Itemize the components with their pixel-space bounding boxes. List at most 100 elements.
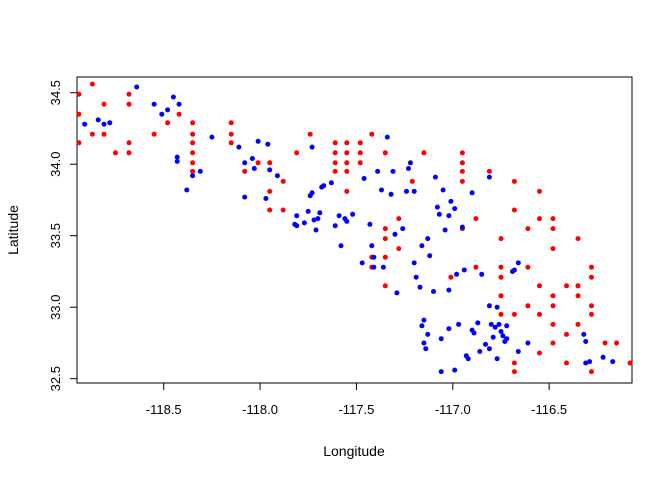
data-point (126, 91, 132, 97)
y-axis: 32.5 33.0 33.5 34.0 34.5 (48, 80, 78, 391)
data-point (267, 207, 273, 213)
data-point (190, 150, 196, 156)
data-point (434, 204, 440, 210)
data-point (332, 140, 338, 146)
data-point (431, 289, 436, 294)
data-point (589, 274, 594, 280)
x-tick-label: -117.0 (435, 402, 471, 417)
data-point (425, 236, 431, 242)
data-point (317, 210, 323, 216)
data-point (490, 334, 496, 340)
data-point (313, 227, 319, 233)
data-point (498, 293, 504, 299)
data-point (350, 211, 356, 217)
data-point (404, 188, 409, 194)
data-point (515, 260, 521, 266)
data-point (417, 284, 423, 290)
data-point (76, 91, 82, 97)
data-point (265, 141, 271, 147)
data-point (459, 178, 465, 184)
data-point (498, 236, 504, 242)
data-point (228, 140, 234, 146)
data-point (614, 340, 620, 346)
data-point (452, 206, 458, 212)
data-point (382, 283, 388, 289)
data-point (361, 176, 367, 181)
data-point (504, 323, 510, 329)
data-point (95, 117, 101, 123)
data-point (627, 360, 633, 366)
data-point (344, 150, 350, 156)
data-point (267, 188, 273, 194)
data-point (448, 198, 454, 204)
data-point (511, 311, 517, 317)
data-point (380, 264, 386, 270)
data-point (589, 264, 594, 270)
data-point (550, 226, 556, 232)
data-point (236, 144, 242, 150)
data-point (411, 260, 417, 266)
data-point (388, 191, 394, 197)
data-point (511, 360, 517, 366)
data-point (332, 150, 338, 156)
data-point (309, 190, 315, 196)
data-point (583, 339, 589, 344)
data-point (294, 223, 300, 229)
x-tick-label: -117.5 (338, 402, 374, 417)
data-point (486, 303, 492, 309)
data-point (461, 267, 467, 273)
data-point (446, 287, 452, 293)
data-point (550, 246, 556, 252)
data-point (190, 131, 196, 137)
x-tick-label: -118.5 (146, 402, 182, 417)
data-point (101, 121, 107, 127)
data-point (165, 120, 171, 126)
data-point (436, 211, 442, 217)
data-point (406, 166, 411, 171)
data-point (126, 150, 132, 156)
data-point (394, 290, 400, 296)
x-axis-label: Longitude (323, 443, 385, 459)
data-point (255, 160, 261, 166)
data-point (511, 369, 517, 375)
data-point (197, 168, 203, 174)
data-point (344, 168, 350, 174)
data-point (575, 236, 581, 242)
data-point (550, 293, 556, 299)
data-point (126, 140, 132, 146)
data-point (483, 341, 488, 347)
data-point (564, 331, 569, 337)
data-point (473, 216, 479, 222)
data-point (315, 216, 321, 222)
data-point (375, 168, 381, 174)
data-point (610, 359, 616, 365)
data-point (525, 264, 531, 270)
data-point (176, 101, 182, 107)
data-point (170, 94, 176, 100)
data-point (419, 243, 425, 249)
y-tick-label: 32.5 (48, 366, 63, 391)
data-point (76, 140, 82, 146)
data-point (280, 178, 286, 184)
series-1 (76, 81, 633, 375)
data-point (564, 283, 569, 289)
data-point (471, 330, 477, 336)
x-tick-label: -118.0 (242, 402, 278, 417)
x-axis: -118.5 -118.0 -117.5 -117.0 -116.5 (146, 382, 567, 417)
data-point (602, 340, 608, 346)
data-point (407, 160, 413, 166)
data-point (82, 121, 88, 127)
data-point (411, 188, 417, 194)
data-point (332, 160, 338, 166)
data-point (498, 274, 504, 280)
data-point (344, 218, 350, 224)
data-point (307, 131, 313, 137)
data-point (332, 168, 338, 174)
data-point (274, 173, 280, 179)
data-point (382, 226, 388, 232)
data-point (76, 111, 82, 117)
data-point (454, 271, 460, 277)
data-point (413, 274, 419, 280)
data-point (550, 216, 556, 222)
data-point (425, 331, 431, 337)
